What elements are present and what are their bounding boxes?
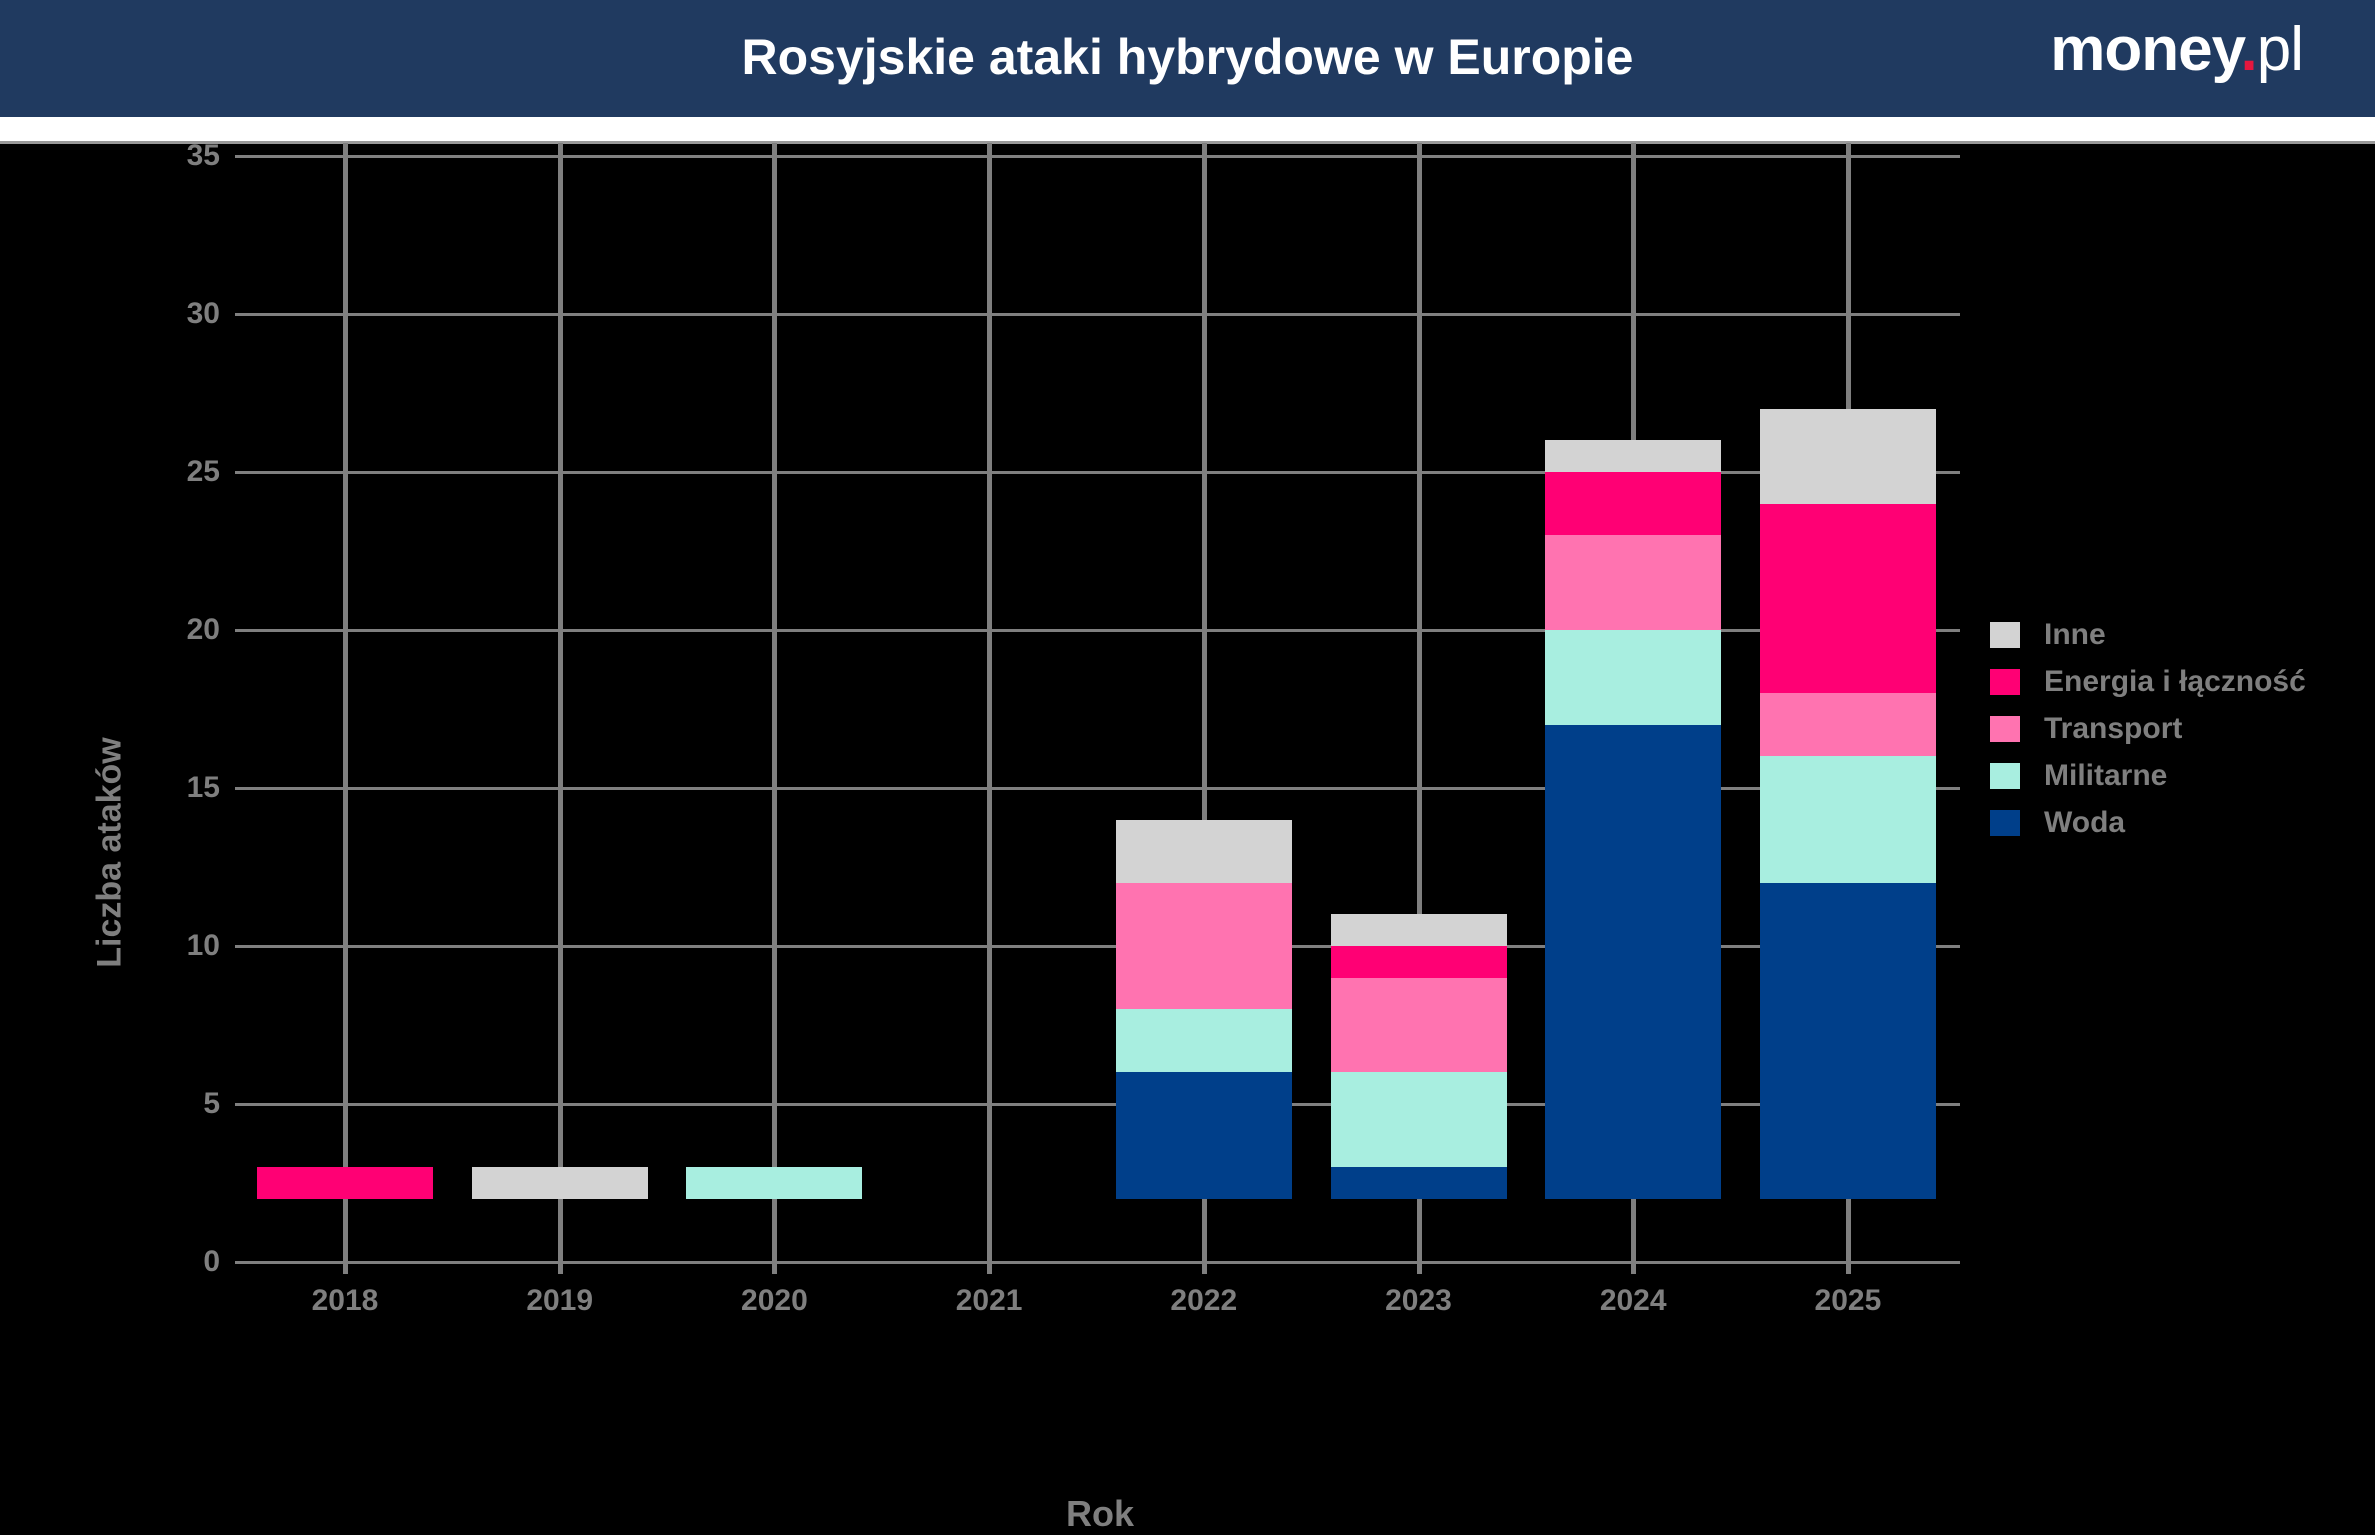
y-tick-label: 35 — [186, 139, 220, 172]
gridline-y — [235, 1261, 1960, 1264]
legend-swatch — [1990, 763, 2020, 789]
bar-segment-2025-militarne — [1759, 756, 1936, 883]
gridline-y — [235, 471, 1960, 474]
gridline-x — [987, 143, 993, 1274]
bar-segment-2025-woda — [1759, 882, 1936, 1199]
bar-segment-2024-woda — [1545, 724, 1722, 1199]
y-tick-label: 10 — [186, 929, 220, 962]
bar-segment-2023-inne — [1330, 914, 1507, 946]
y-tick-label: 15 — [186, 771, 220, 804]
bar-segment-2022-woda — [1115, 1072, 1292, 1199]
money-pl-logo: money.pl — [2050, 14, 2304, 85]
legend-label: Woda — [2044, 806, 2126, 839]
y-tick-label: 0 — [203, 1245, 220, 1278]
logo-suffix: pl — [2256, 15, 2304, 84]
gridline-x — [772, 143, 778, 1274]
bar-segment-2022-transport — [1115, 882, 1292, 1010]
bar-segment-2019-inne — [471, 1167, 648, 1199]
bar-segment-2023-energia-i-czno- — [1330, 946, 1507, 978]
legend-label: Energia i łączność — [2044, 665, 2306, 698]
bar-segment-2023-militarne — [1330, 1072, 1507, 1168]
header-divider — [0, 117, 2375, 144]
legend-label: Transport — [2044, 712, 2183, 745]
x-tick-label: 2020 — [741, 1284, 808, 1317]
x-tick-label: 2019 — [526, 1284, 594, 1317]
x-tick-label: 2022 — [1170, 1284, 1238, 1317]
logo-dot: . — [2240, 15, 2258, 84]
bar-segment-2018-energia-i-czno- — [257, 1167, 433, 1199]
chart-title: Rosyjskie ataki hybrydowe w Europie — [741, 29, 1634, 85]
y-tick-label: 20 — [186, 613, 220, 646]
bar-segment-2024-energia-i-czno- — [1545, 472, 1722, 536]
gridline-y — [235, 629, 1960, 632]
legend-swatch — [1990, 669, 2020, 695]
gridline-x — [557, 143, 563, 1274]
legend-label: Militarne — [2044, 759, 2168, 792]
bar-segment-2020-militarne — [686, 1167, 863, 1199]
legend-label: Inne — [2044, 618, 2106, 651]
legend-swatch — [1990, 810, 2020, 836]
y-tick-label: 25 — [186, 455, 220, 488]
bar-segment-2025-transport — [1759, 693, 1936, 757]
x-tick-label: 2018 — [311, 1284, 379, 1317]
bar-segment-2022-militarne — [1115, 1009, 1292, 1073]
gridline-x — [343, 143, 348, 1274]
gridline-x — [1416, 143, 1422, 1274]
gridline-y — [235, 155, 1960, 158]
logo-main: money — [2050, 15, 2241, 84]
legend-swatch — [1990, 716, 2020, 742]
bar-segment-2024-militarne — [1545, 630, 1722, 725]
x-tick-label: 2021 — [955, 1284, 1023, 1317]
bar-segment-2025-energia-i-czno- — [1759, 503, 1936, 694]
x-axis-label: Rok — [1065, 1493, 1134, 1534]
y-tick-label: 5 — [203, 1087, 220, 1120]
y-axis-label: Liczba ataków — [90, 737, 129, 968]
gridline-y — [235, 1103, 1960, 1106]
gridline-y — [235, 945, 1960, 948]
bar-segment-2023-woda — [1330, 1167, 1507, 1199]
bar-segment-2025-inne — [1759, 408, 1936, 504]
bar-segment-2022-inne — [1115, 819, 1292, 883]
x-tick-label: 2023 — [1385, 1284, 1452, 1317]
header: Rosyjskie ataki hybrydowe w Europie mone… — [0, 0, 2375, 117]
bar-segment-2024-transport — [1545, 535, 1722, 630]
y-tick-label: 30 — [186, 297, 220, 330]
bar-segment-2023-transport — [1330, 977, 1507, 1073]
x-tick-label: 2025 — [1814, 1284, 1882, 1317]
x-tick-label: 2024 — [1599, 1284, 1667, 1317]
gridline-x — [1201, 143, 1207, 1274]
gridline-y — [235, 787, 1960, 790]
gridline-y — [235, 313, 1960, 316]
bar-segment-2024-inne — [1545, 440, 1722, 472]
plot-area: Liczba ataków Rok 0 5 10 15 20 25 30 35 2018 2019… — [0, 139, 2375, 1534]
legend-swatch — [1990, 622, 2020, 648]
